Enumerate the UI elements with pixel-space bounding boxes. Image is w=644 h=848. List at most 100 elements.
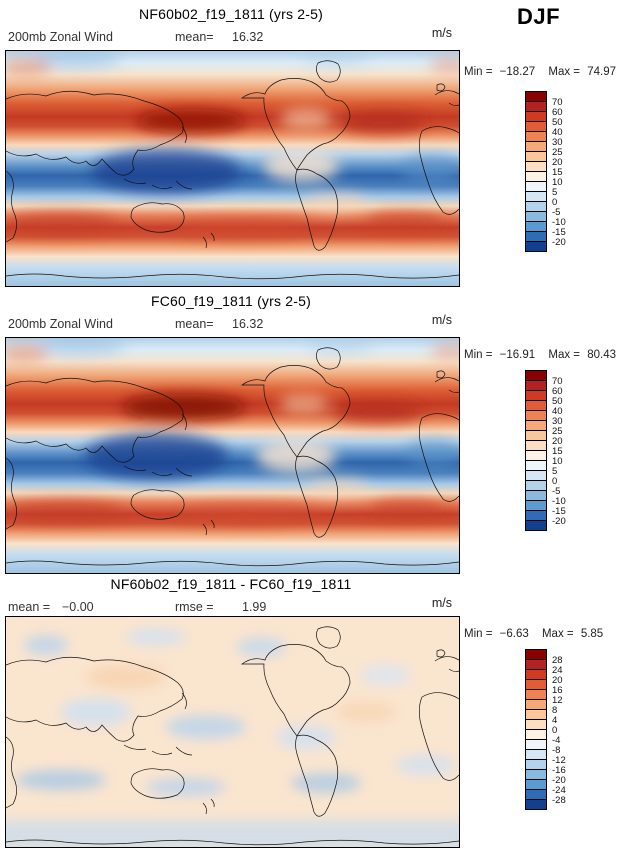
colorbar-tick-label: 30: [552, 136, 563, 148]
mean-label: mean=: [175, 30, 214, 44]
colorbar-tick-label: 0: [552, 196, 558, 208]
colorbar-tick-label: 50: [552, 395, 563, 407]
contour-anomaly-blobs: [6, 338, 459, 525]
season-label: DJF: [517, 4, 561, 29]
colorbar-tick-label: 10: [552, 176, 563, 188]
min-value: −18.27: [499, 66, 536, 78]
colorbar-tick-label: 5: [552, 465, 558, 477]
rmse-label: rmse =: [175, 600, 214, 614]
colorbar-tick-label: 24: [552, 664, 563, 676]
panel2-minmax: Min = −16.91 Max = 80.43: [464, 349, 616, 361]
min-label: Min =: [464, 66, 493, 78]
colorbar-tick-label: 10: [552, 455, 563, 467]
zonal-wind-map-1: [6, 51, 459, 286]
panel3-title: NF60b02_f19_1811 - FC60_f19_1811: [110, 576, 352, 592]
units-label: m/s: [431, 596, 452, 610]
colorbar-cell: [525, 799, 547, 810]
panel3-minmax: Min = −6.63 Max = 5.85: [464, 628, 603, 640]
colorbar-tick-label: 4: [552, 714, 558, 726]
colorbar-tick-label: 8: [552, 704, 558, 716]
min-label: Min =: [464, 349, 493, 361]
panel1-subhead: 200mb Zonal Wind mean= 16.32 m/s: [0, 26, 462, 50]
colorbar-tick-label: 0: [552, 724, 558, 736]
colorbar-tick-label: -20: [552, 515, 566, 527]
colorbar-tick-label: 70: [552, 96, 563, 108]
colorbar-tick-label: -4: [552, 734, 561, 746]
units-label: m/s: [431, 26, 452, 40]
panel-case2: FC60_f19_1811 (yrs 2-5) 200mb Zonal Wind…: [0, 287, 644, 574]
colorbar-tick-label: 0: [552, 475, 558, 487]
panel2-right: Min = −16.91 Max = 80.43 70 60 50 40 30 25 20 1…: [462, 287, 644, 574]
colorbar-cell: [525, 241, 547, 252]
colorbar-tick-label: 15: [552, 166, 563, 178]
panel-difference: NF60b02_f19_1811 - FC60_f19_1811 mean = …: [0, 574, 644, 848]
colorbar-tick-label: -24: [552, 784, 566, 796]
mean-label: mean=: [175, 317, 214, 331]
difference-map: [6, 617, 459, 847]
panel-case1: NF60b02_f19_1811 (yrs 2-5) 200mb Zonal W…: [0, 0, 644, 287]
units-label: m/s: [431, 313, 452, 327]
colorbar-tick-label: -15: [552, 505, 566, 517]
colorbar-tick-label: 30: [552, 415, 563, 427]
max-label: Max =: [548, 349, 580, 361]
colorbar-tick-label: 60: [552, 385, 563, 397]
field-label: 200mb Zonal Wind: [8, 30, 113, 44]
zonal-wind-map-2: [6, 338, 459, 573]
panel1-left: NF60b02_f19_1811 (yrs 2-5) 200mb Zonal W…: [0, 0, 462, 287]
colorbar-tick-label: 40: [552, 405, 563, 417]
panel2-title: FC60_f19_1811 (yrs 2-5): [151, 293, 311, 309]
colorbar-tick-label: -12: [552, 754, 566, 766]
colorbar-tick-label: -8: [552, 744, 561, 756]
colorbar-tick-label: -16: [552, 764, 566, 776]
panel1-title: NF60b02_f19_1811 (yrs 2-5): [139, 6, 323, 22]
colorbar-tick-label: 70: [552, 375, 563, 387]
colorbar-panel3: 28 24 20 16 12 8 4 0 -4 -8 -12 -16 -20 -24 -28: [525, 649, 566, 810]
colorbar-tick-label: 60: [552, 106, 563, 118]
colorbar-tick-label: -15: [552, 226, 566, 238]
field-label: 200mb Zonal Wind: [8, 317, 113, 331]
colorbar-tick-label: 28: [552, 654, 563, 666]
colorbar-tick-label: 5: [552, 186, 558, 198]
colorbar-tick-label: 20: [552, 156, 563, 168]
colorbar-tick-label: 25: [552, 146, 563, 158]
colorbar-tick-label: -10: [552, 495, 566, 507]
mean-value: 16.32: [232, 317, 264, 331]
max-value: 80.43: [587, 349, 616, 361]
panel3-subhead: mean = −0.00 rmse = 1.99 m/s: [0, 596, 462, 616]
colorbar-tick-label: 16: [552, 684, 563, 696]
mean-label: mean =: [8, 600, 51, 614]
colorbar-tick-label: 20: [552, 435, 563, 447]
map-panel3: [5, 616, 460, 848]
colorbar-tick-label: 50: [552, 116, 563, 128]
max-value: 74.97: [587, 66, 616, 78]
colorbar-cell: [525, 520, 547, 531]
colorbar-tick-label: -5: [552, 485, 561, 497]
panel1-minmax: Min = −18.27 Max = 74.97: [464, 66, 616, 78]
panel3-left: NF60b02_f19_1811 - FC60_f19_1811 mean = …: [0, 574, 462, 848]
min-label: Min =: [464, 628, 493, 640]
contour-anomaly-blobs: [6, 51, 459, 239]
colorbar-tick-label: 40: [552, 126, 563, 138]
mean-value: −0.00: [62, 600, 94, 614]
min-value: −6.63: [499, 628, 529, 640]
map-panel2: [5, 337, 460, 574]
rmse-value: 1.99: [242, 600, 267, 614]
panel1-right: DJF Min = −18.27 Max = 74.97 70 60 50 40 30 2…: [462, 0, 644, 287]
colorbar-tick-label: -20: [552, 236, 566, 248]
colorbar-panel2: 70 60 50 40 30 25 20 15 10 5 0 -5 -10 -15 -20: [525, 370, 566, 531]
colorbar-tick-label: 20: [552, 674, 563, 686]
max-label: Max =: [548, 66, 580, 78]
mean-value: 16.32: [232, 30, 264, 44]
min-value: −16.91: [499, 349, 536, 361]
panel3-right: Min = −6.63 Max = 5.85 28 24 20 16 12 8 4 0 -4 -8…: [462, 574, 644, 848]
max-label: Max =: [541, 628, 574, 640]
colorbar-tick-label: 25: [552, 425, 563, 437]
panel2-subhead: 200mb Zonal Wind mean= 16.32 m/s: [0, 313, 462, 337]
colorbar-tick-label: -5: [552, 206, 561, 218]
max-value: 5.85: [580, 628, 604, 640]
colorbar-tick-label: 15: [552, 445, 563, 457]
colorbar-tick-label: -28: [552, 794, 566, 806]
colorbar-tick-label: -10: [552, 216, 566, 228]
colorbar-tick-label: 12: [552, 694, 563, 706]
